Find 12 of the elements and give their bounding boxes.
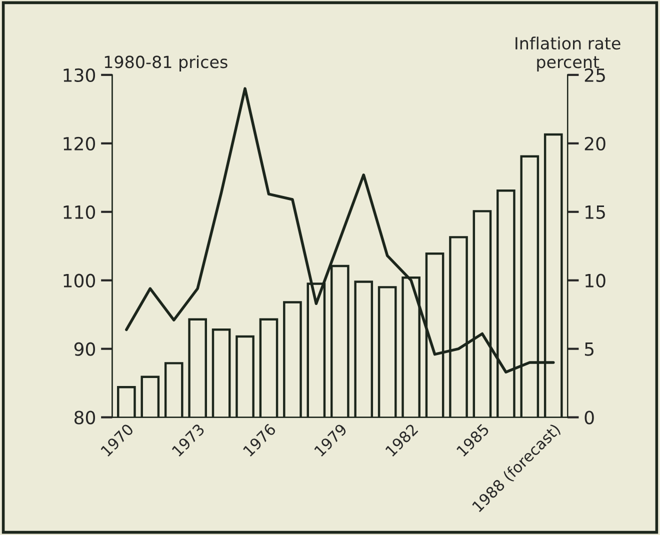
y2-tick-label: 5 — [584, 342, 594, 356]
y-tick-label: 130 — [64, 68, 96, 82]
y2-tick-label: 15 — [586, 206, 605, 219]
y-tick-label: 90 — [74, 342, 96, 356]
y2-tick-label: 10 — [586, 274, 606, 288]
y-axis-title: 1980-81 prices — [104, 55, 228, 72]
y2-tick-label: 20 — [584, 136, 606, 150]
y-tick-label: 80 — [74, 410, 96, 424]
y-tick-label: 120 — [64, 136, 96, 150]
y-tick-label: 100 — [64, 274, 96, 288]
y2-tick-label: 0 — [584, 410, 594, 424]
y-tick-label: 110 — [64, 205, 96, 219]
